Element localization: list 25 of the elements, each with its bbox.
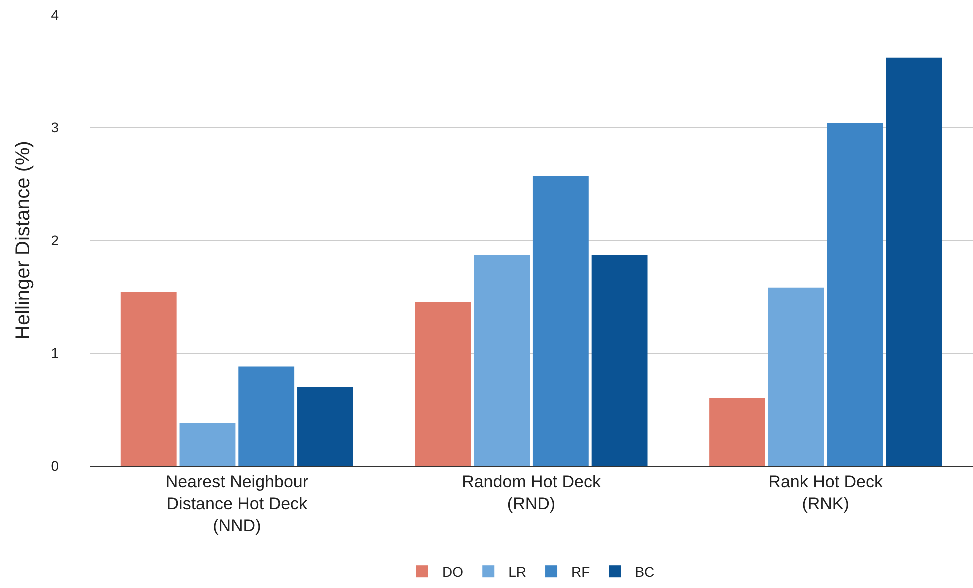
bar	[238, 366, 295, 466]
bar	[532, 176, 589, 466]
y-tick-label: 0	[51, 458, 60, 474]
bar	[886, 58, 942, 466]
legend-label: DO	[442, 564, 464, 580]
bar	[768, 288, 824, 466]
y-tick-label: 3	[51, 120, 60, 136]
bar	[120, 292, 177, 466]
x-tick-label: Nearest Neighbour Distance Hot Deck (NND)	[166, 472, 309, 536]
bar	[180, 423, 236, 466]
y-tick-label: 1	[51, 345, 60, 362]
bar	[827, 123, 884, 466]
y-tick-label: 4	[51, 6, 60, 23]
bar	[474, 255, 530, 466]
x-tick-label: Rank Hot Deck (RNK)	[768, 472, 884, 514]
bar	[592, 255, 648, 466]
x-tick-label: Random Hot Deck (RND)	[462, 472, 602, 514]
bar	[415, 302, 472, 466]
legend-label: RF	[572, 564, 590, 580]
bar	[710, 398, 766, 466]
legend-label: BC	[635, 564, 655, 580]
y-tick-label: 2	[51, 232, 60, 248]
y-axis-title: Hellinger Distance (%)	[12, 141, 35, 340]
legend-label: LR	[508, 564, 527, 580]
bar	[298, 387, 354, 466]
